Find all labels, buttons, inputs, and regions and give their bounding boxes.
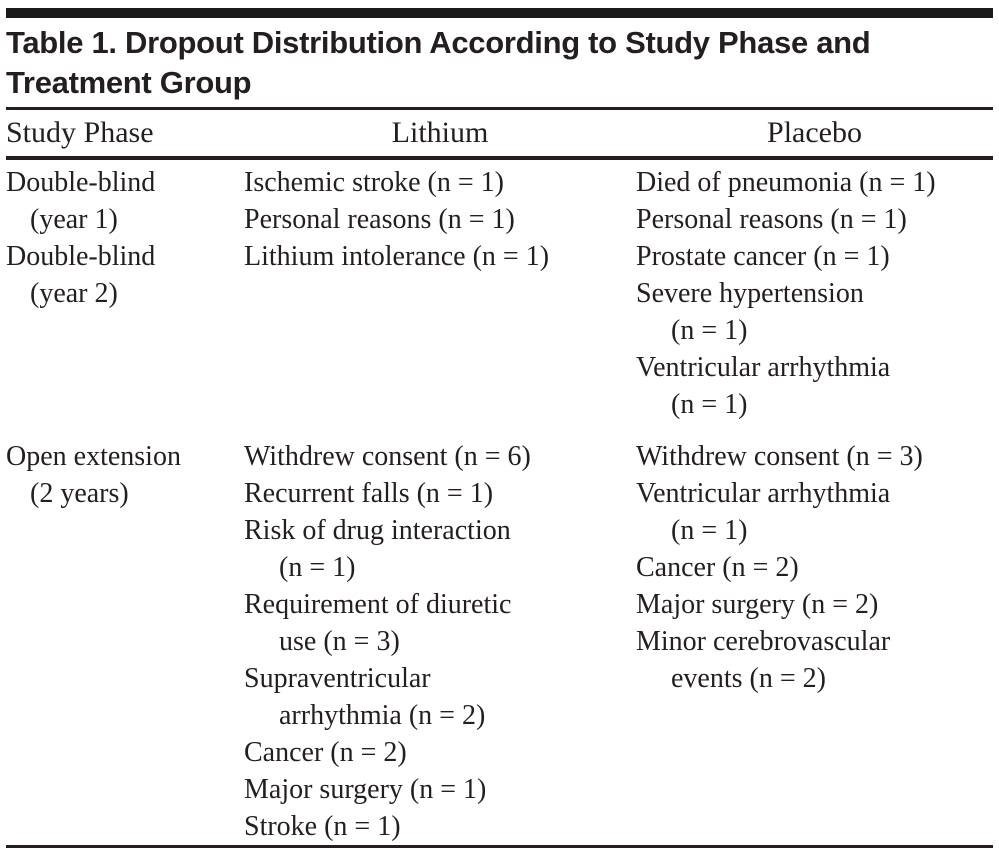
cell-line: (n = 1) [671, 315, 748, 346]
cell-line: (year 1) [30, 204, 118, 235]
cell-lithium: Withdrew consent (n = 6) Recurrent falls … [244, 438, 636, 845]
cell-line: (n = 1) [671, 515, 748, 546]
cell-line: Died of pneumonia (n = 1) [636, 167, 936, 198]
cell-lithium: Ischemic stroke (n = 1) Personal reasons … [244, 164, 636, 275]
cell-line: Cancer (n = 2) [636, 552, 799, 583]
cell-line: Personal reasons (n = 1) [636, 204, 907, 235]
cell-line: Ventricular arrhythmia [636, 478, 891, 509]
bottom-rule [6, 845, 993, 848]
cell-line: Risk of drug interaction [244, 515, 511, 546]
cell-line: Major surgery (n = 1) [244, 774, 487, 805]
cell-line: Open extension [6, 441, 181, 472]
cell-placebo: Died of pneumonia (n = 1) Personal reason… [636, 164, 993, 423]
table-title-line-1: Table 1. Dropout Distribution According … [6, 25, 871, 60]
cell-line: Personal reasons (n = 1) [244, 204, 515, 235]
cell-line: Stroke (n = 1) [244, 811, 401, 842]
table-title: Table 1. Dropout Distribution According … [6, 23, 993, 103]
cell-line: Requirement of diuretic [244, 589, 512, 620]
table-body: Double-blind (year 1) Double-blind (year 2)… [6, 160, 993, 845]
cell-line: (year 2) [30, 278, 118, 309]
cell-line: events (n = 2) [671, 663, 826, 694]
table-row: Open extension (2 years) Withdrew consent … [6, 438, 993, 845]
cell-line: Double-blind [6, 241, 156, 272]
cell-study-phase: Open extension (2 years) [6, 438, 244, 512]
column-header-lithium: Lithium [391, 116, 489, 149]
table-title-line-2: Treatment Group [6, 65, 252, 100]
cell-line: arrhythmia (n = 2) [279, 700, 486, 731]
cell-line: Recurrent falls (n = 1) [244, 478, 494, 509]
column-header-placebo: Placebo [767, 116, 862, 149]
cell-line: Minor cerebrovascular [636, 626, 891, 657]
header-rule [6, 156, 993, 160]
cell-line: Withdrew consent (n = 6) [244, 441, 531, 472]
cell-line: Prostate cancer (n = 1) [636, 241, 890, 272]
cell-line: (n = 1) [671, 389, 748, 420]
table-header-row: Study Phase Lithium Placebo [6, 110, 993, 156]
cell-line: Ischemic stroke (n = 1) [244, 167, 504, 198]
cell-line: Ventricular arrhythmia [636, 352, 891, 383]
cell-line: Cancer (n = 2) [244, 737, 407, 768]
cell-study-phase: Double-blind (year 1) Double-blind (year 2) [6, 164, 244, 312]
cell-placebo: Withdrew consent (n = 3) Ventricular arrh… [636, 438, 993, 697]
title-rule [6, 107, 993, 110]
table-row: Double-blind (year 1) Double-blind (year 2)… [6, 164, 993, 423]
cell-line: Double-blind [6, 167, 156, 198]
cell-line: Supraventricular [244, 663, 431, 694]
column-header-study-phase: Study Phase [6, 116, 154, 149]
cell-line: Major surgery (n = 2) [636, 589, 879, 620]
cell-line: use (n = 3) [279, 626, 400, 657]
cell-line: (n = 1) [279, 552, 356, 583]
cell-line: Withdrew consent (n = 3) [636, 441, 923, 472]
cell-line: (2 years) [30, 478, 129, 509]
table-top-bar [6, 8, 993, 18]
cell-line: Lithium intolerance (n = 1) [244, 241, 550, 272]
cell-line: Severe hypertension [636, 278, 864, 309]
